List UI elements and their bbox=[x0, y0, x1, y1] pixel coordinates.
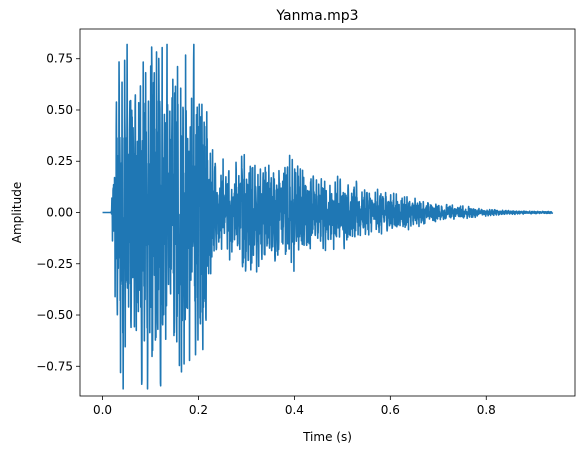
y-tick-label: 0.50 bbox=[46, 103, 73, 117]
x-tick-label: 0.2 bbox=[189, 403, 208, 417]
y-tick-label: −0.50 bbox=[36, 308, 73, 322]
x-tick-label: 0.4 bbox=[285, 403, 304, 417]
x-tick-label: 0.6 bbox=[381, 403, 400, 417]
y-tick-label: 0.25 bbox=[46, 154, 73, 168]
y-tick-label: 0.75 bbox=[46, 52, 73, 66]
y-tick-label: −0.25 bbox=[36, 257, 73, 271]
y-tick-label: 0.00 bbox=[46, 206, 73, 220]
x-tick-label: 0.8 bbox=[477, 403, 496, 417]
x-axis-label: Time (s) bbox=[302, 430, 352, 444]
x-tick-label: 0.0 bbox=[93, 403, 112, 417]
x-axis: 0.0 0.2 0.4 0.6 0.8 bbox=[93, 396, 496, 417]
y-tick-label: −0.75 bbox=[36, 359, 73, 373]
chart-title: Yanma.mp3 bbox=[275, 8, 358, 24]
y-axis-label: Amplitude bbox=[10, 182, 24, 244]
series-line-amplitude bbox=[101, 43, 554, 390]
y-axis: −0.75 −0.50 −0.25 0.00 0.25 0.50 0.75 bbox=[36, 52, 80, 373]
